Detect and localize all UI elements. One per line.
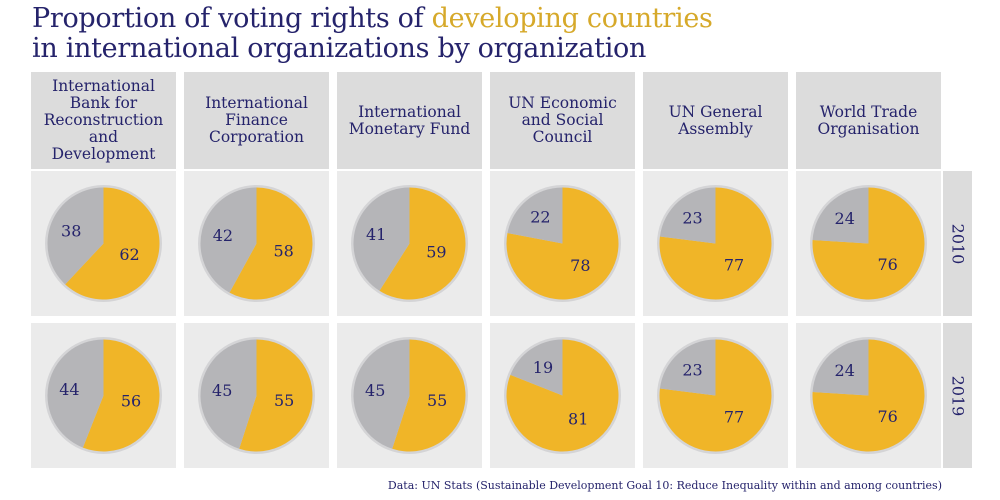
pie-chart: 77 23 xyxy=(657,337,774,454)
pie-chart: 81 19 xyxy=(504,337,621,454)
pie-label-developing: 55 xyxy=(427,391,447,410)
pie-label-other: 24 xyxy=(835,361,855,380)
pie-cell: 77 23 xyxy=(643,171,788,316)
pie-label-other: 19 xyxy=(533,358,553,377)
pie-label-developing: 77 xyxy=(724,256,744,275)
pie-label-other: 23 xyxy=(682,360,702,379)
pie-label-other: 45 xyxy=(365,381,385,400)
pie-slice-other xyxy=(47,339,104,448)
pie-label-developing: 76 xyxy=(877,407,897,426)
pie-chart: 59 41 xyxy=(351,185,468,302)
pie-label-other: 23 xyxy=(682,208,702,227)
pie-slice-developing xyxy=(65,187,160,300)
pie-chart: 77 23 xyxy=(657,185,774,302)
pie-slice-developing xyxy=(379,187,466,300)
pie-cell: 56 44 xyxy=(31,323,176,468)
pie-slice-other xyxy=(507,187,563,244)
pie-cell: 59 41 xyxy=(337,171,482,316)
pie-label-developing: 81 xyxy=(568,410,588,429)
pie-label-other: 42 xyxy=(213,226,233,245)
pie-label-developing: 77 xyxy=(724,408,744,427)
year-label: 2010 xyxy=(948,223,967,264)
pie-slice-other xyxy=(510,339,563,396)
pie-slice-other xyxy=(659,187,716,244)
pie-chart: 55 45 xyxy=(198,337,315,454)
pie-slice-other xyxy=(353,187,410,291)
pie-chart: 78 22 xyxy=(504,185,621,302)
pie-slice-other xyxy=(200,187,257,293)
pie-slice-developing xyxy=(82,339,160,452)
pie-slice-other xyxy=(353,339,410,449)
pie-chart: 56 44 xyxy=(45,337,162,454)
pie-slice-developing xyxy=(239,339,313,452)
title-highlight: developing countries xyxy=(431,3,713,34)
pie-label-developing: 62 xyxy=(119,245,139,264)
pie-slice-other xyxy=(47,187,104,285)
source-note: Data: UN Stats (Sustainable Development … xyxy=(387,479,942,492)
pie-label-developing: 76 xyxy=(877,255,897,274)
column-header: World Trade Organisation xyxy=(796,72,941,169)
pie-chart: 76 24 xyxy=(810,185,927,302)
pie-label-developing: 55 xyxy=(274,391,294,410)
pie-slice-developing xyxy=(229,187,313,300)
pie-cell: 58 42 xyxy=(184,171,329,316)
column-header: International Bank for Reconstruction an… xyxy=(31,72,176,169)
pie-cell: 76 24 xyxy=(796,323,941,468)
column-header: International Monetary Fund xyxy=(337,72,482,169)
row-label-2019: 2019 xyxy=(943,323,972,468)
row-label-2010: 2010 xyxy=(943,171,972,316)
pie-chart: 76 24 xyxy=(810,337,927,454)
pie-chart: 58 42 xyxy=(198,185,315,302)
column-header: UN Economic and Social Council xyxy=(490,72,635,169)
pie-cell: 76 24 xyxy=(796,171,941,316)
pie-label-other: 45 xyxy=(212,381,232,400)
pie-label-developing: 58 xyxy=(273,241,293,260)
title-line2: in international organizations by organi… xyxy=(32,33,647,64)
year-label: 2019 xyxy=(948,375,967,416)
column-header: UN General Assembly xyxy=(643,72,788,169)
pie-slice-other xyxy=(812,187,869,244)
pie-cell: 77 23 xyxy=(643,323,788,468)
pie-cell: 81 19 xyxy=(490,323,635,468)
pie-cell: 62 38 xyxy=(31,171,176,316)
chart-title: Proportion of voting rights of developin… xyxy=(32,4,713,64)
title-part1: Proportion of voting rights of xyxy=(32,3,432,34)
pie-cell: 78 22 xyxy=(490,171,635,316)
pie-label-developing: 78 xyxy=(570,256,590,275)
pie-chart: 62 38 xyxy=(45,185,162,302)
pie-slice-other xyxy=(659,339,716,396)
pie-label-developing: 59 xyxy=(426,242,446,261)
pie-label-other: 44 xyxy=(59,380,79,399)
pie-cell: 55 45 xyxy=(184,323,329,468)
pie-slice-developing xyxy=(392,339,466,452)
pie-label-other: 41 xyxy=(366,225,386,244)
pie-label-other: 22 xyxy=(530,208,550,227)
column-header: International Finance Corporation xyxy=(184,72,329,169)
pie-chart: 55 45 xyxy=(351,337,468,454)
pie-slice-other xyxy=(812,339,869,396)
pie-label-other: 24 xyxy=(835,209,855,228)
pie-label-developing: 56 xyxy=(121,392,141,411)
pie-label-other: 38 xyxy=(61,222,81,241)
pie-slice-other xyxy=(200,339,257,449)
pie-cell: 55 45 xyxy=(337,323,482,468)
